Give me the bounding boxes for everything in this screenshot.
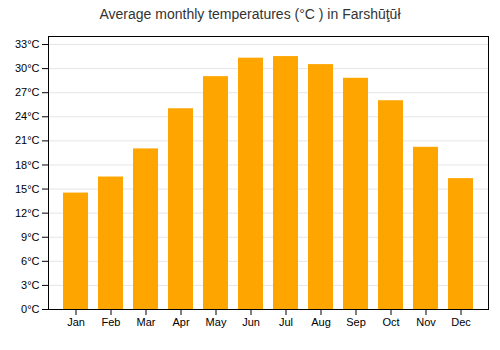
svg-text:0°C: 0°C: [21, 303, 40, 315]
svg-text:24°C: 24°C: [15, 110, 40, 122]
svg-text:Jul: Jul: [279, 316, 293, 328]
svg-text:18°C: 18°C: [15, 158, 40, 170]
svg-text:Jun: Jun: [242, 316, 260, 328]
svg-text:27°C: 27°C: [15, 86, 40, 98]
svg-text:Jan: Jan: [67, 316, 85, 328]
svg-text:Oct: Oct: [382, 316, 399, 328]
svg-text:3°C: 3°C: [21, 279, 40, 291]
svg-text:6°C: 6°C: [21, 255, 40, 267]
svg-text:May: May: [206, 316, 227, 328]
svg-text:Nov: Nov: [416, 316, 436, 328]
svg-text:12°C: 12°C: [15, 207, 40, 219]
svg-text:Dec: Dec: [451, 316, 471, 328]
html-text:Average monthly temperatures (: Average monthly temperatures (°C ) in Fa…: [99, 6, 401, 22]
svg-text:33°C: 33°C: [15, 38, 40, 50]
svg-text:Feb: Feb: [102, 316, 121, 328]
svg-text:Sep: Sep: [346, 316, 366, 328]
svg-text:Mar: Mar: [137, 316, 156, 328]
svg-text:21°C: 21°C: [15, 134, 40, 146]
svg-text:9°C: 9°C: [21, 231, 40, 243]
svg-text:15°C: 15°C: [15, 183, 40, 195]
svg-text:30°C: 30°C: [15, 62, 40, 74]
svg-text:Apr: Apr: [172, 316, 189, 328]
svg-text:Aug: Aug: [311, 316, 331, 328]
